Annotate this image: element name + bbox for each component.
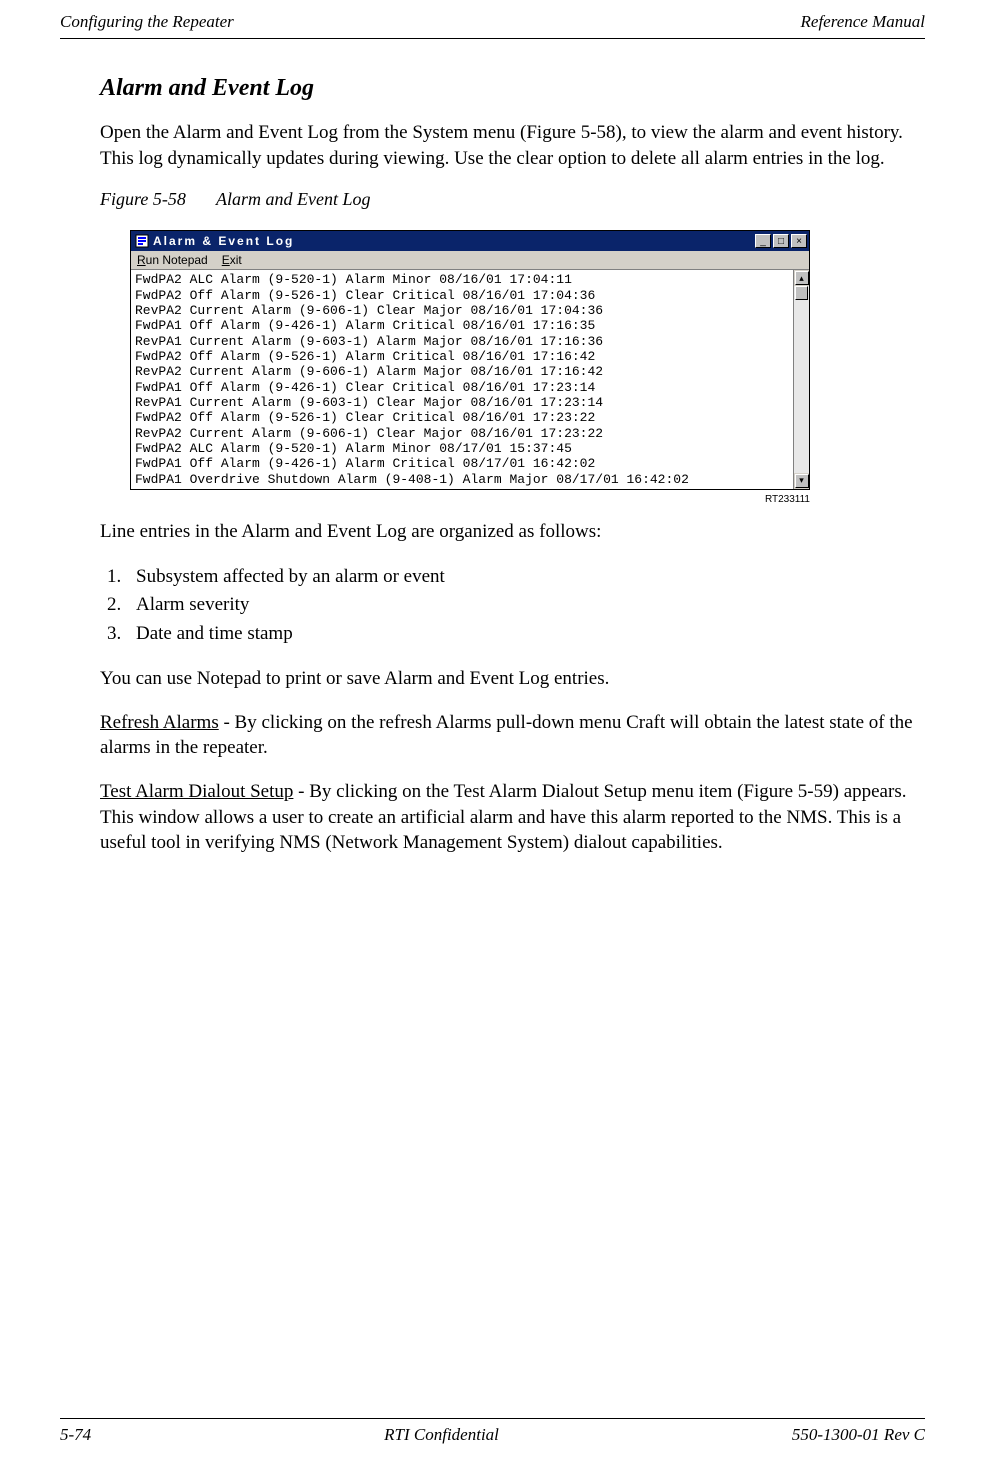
log-text-area[interactable]: FwdPA2 ALC Alarm (9-520-1) Alarm Minor 0… — [131, 270, 793, 489]
header-left: Configuring the Repeater — [60, 12, 234, 32]
footer-center: RTI Confidential — [384, 1425, 499, 1445]
test-paragraph: Test Alarm Dialout Setup - By clicking o… — [100, 779, 925, 856]
entries-list: Subsystem affected by an alarm or event … — [108, 563, 925, 649]
menu-run-notepad[interactable]: Run Notepad — [137, 253, 208, 267]
scroll-up-button[interactable]: ▴ — [795, 271, 809, 285]
footer-right: 550-1300-01 Rev C — [792, 1425, 925, 1445]
list-item: Alarm severity — [126, 591, 925, 620]
test-label: Test Alarm Dialout Setup — [100, 781, 293, 802]
figure-number: Figure 5-58 — [100, 189, 186, 209]
refresh-paragraph: Refresh Alarms - By clicking on the refr… — [100, 710, 925, 761]
entries-intro: Line entries in the Alarm and Event Log … — [100, 519, 925, 545]
close-button[interactable]: × — [791, 234, 807, 248]
section-title: Alarm and Event Log — [100, 75, 925, 102]
refresh-label: Refresh Alarms — [100, 712, 219, 733]
figure-title: Alarm and Event Log — [216, 189, 371, 209]
window-title: Alarm & Event Log — [153, 234, 294, 248]
refresh-text: - By clicking on the refresh Alarms pull… — [100, 712, 913, 759]
page-footer: 5-74 RTI Confidential 550-1300-01 Rev C — [60, 1418, 925, 1445]
list-item: Date and time stamp — [126, 620, 925, 649]
menu-exit[interactable]: Exit — [222, 253, 242, 267]
notepad-paragraph: You can use Notepad to print or save Ala… — [100, 666, 925, 692]
scrollbar[interactable]: ▴ ▾ — [793, 270, 809, 489]
scroll-thumb[interactable] — [795, 286, 808, 300]
header-right: Reference Manual — [801, 12, 925, 32]
alarm-log-window: Alarm & Event Log _ □ × Run Notepad Exit… — [130, 230, 810, 490]
footer-left: 5-74 — [60, 1425, 91, 1445]
scroll-down-button[interactable]: ▾ — [795, 474, 809, 488]
figure-reference: RT233111 — [130, 494, 810, 505]
list-item: Subsystem affected by an alarm or event — [126, 563, 925, 592]
window-titlebar[interactable]: Alarm & Event Log _ □ × — [131, 231, 809, 251]
app-icon — [135, 234, 149, 248]
menubar: Run Notepad Exit — [131, 251, 809, 270]
maximize-button[interactable]: □ — [773, 234, 789, 248]
minimize-button[interactable]: _ — [755, 234, 771, 248]
scroll-track[interactable] — [794, 286, 809, 473]
header-rule — [60, 38, 925, 39]
intro-paragraph: Open the Alarm and Event Log from the Sy… — [100, 120, 925, 171]
figure-caption: Figure 5-58 Alarm and Event Log — [100, 189, 925, 210]
